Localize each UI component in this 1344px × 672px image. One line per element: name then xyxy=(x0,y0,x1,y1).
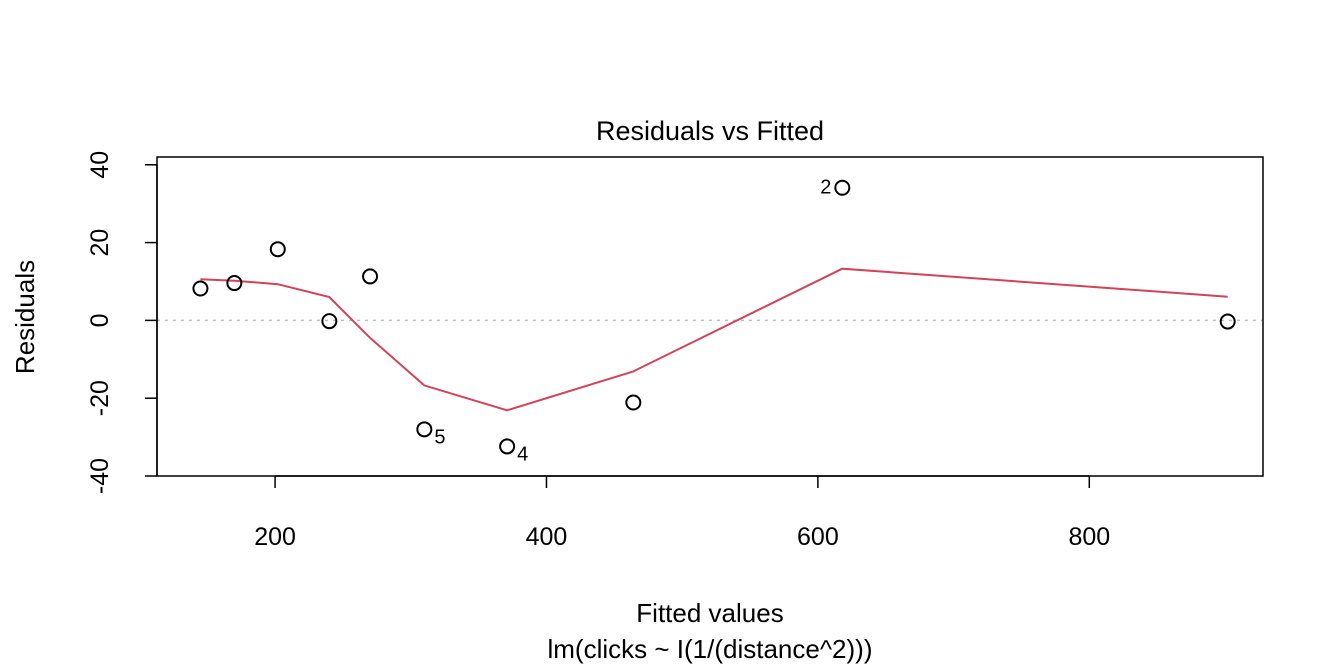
x-axis-label: Fitted values xyxy=(636,598,783,628)
residual-point-9 xyxy=(834,179,851,196)
y-tick-label--40: -40 xyxy=(86,458,114,494)
y-axis-label: Residuals xyxy=(10,260,40,374)
model-formula-subtitle: lm(clicks ~ I(1/(distance^2))) xyxy=(548,634,873,664)
x-tick-label-600: 600 xyxy=(797,523,839,551)
residual-point-10 xyxy=(1219,313,1236,330)
residual-point-3 xyxy=(269,241,286,258)
y-axis: -40 -20 0 20 40 xyxy=(86,151,158,494)
x-tick-label-200: 200 xyxy=(254,523,296,551)
residual-point-4 xyxy=(321,313,338,330)
residual-point-7 xyxy=(499,438,516,455)
point-label-2: 2 xyxy=(820,177,831,199)
plot-area: 5 4 2 xyxy=(157,177,1263,465)
y-tick-label--20: -20 xyxy=(86,380,114,416)
point-label-4: 4 xyxy=(517,443,528,465)
x-tick-label-800: 800 xyxy=(1068,523,1110,551)
x-axis: 200 400 600 800 xyxy=(254,475,1110,551)
x-tick-label-400: 400 xyxy=(526,523,568,551)
residual-point-6 xyxy=(416,421,433,438)
smoothed-trend-line xyxy=(200,267,1228,412)
residual-point-8 xyxy=(625,394,642,411)
residual-point-1 xyxy=(192,280,209,297)
point-label-5: 5 xyxy=(434,426,445,448)
chart-title: Residuals vs Fitted xyxy=(596,116,824,146)
y-tick-label-40: 40 xyxy=(86,151,114,179)
residual-point-2 xyxy=(226,275,243,292)
y-tick-label-0: 0 xyxy=(86,313,114,327)
y-tick-label-20: 20 xyxy=(86,229,114,257)
residual-point-5 xyxy=(362,268,379,285)
